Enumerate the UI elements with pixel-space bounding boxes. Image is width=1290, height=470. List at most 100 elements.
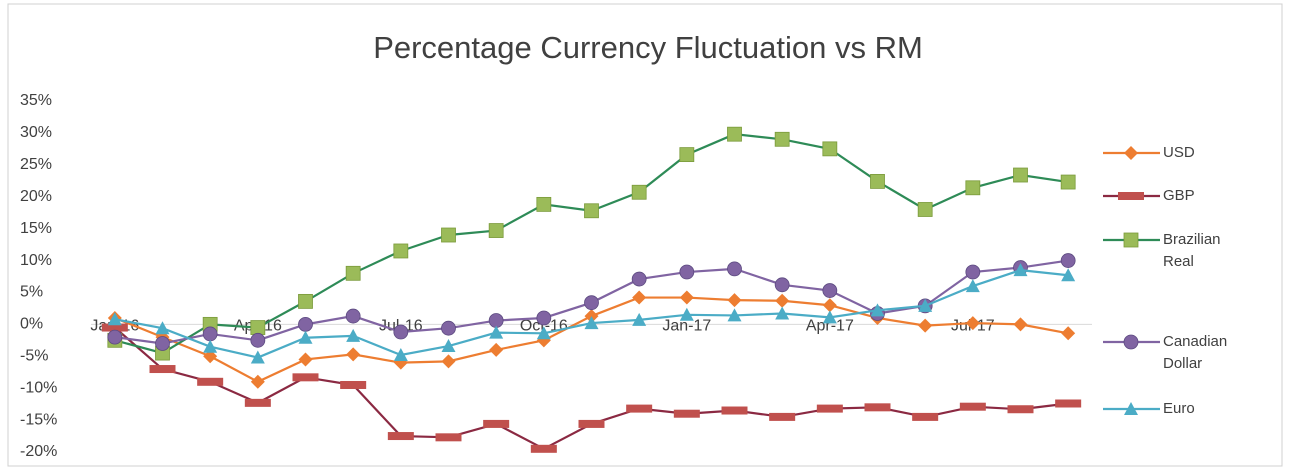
marker	[679, 307, 694, 321]
marker	[673, 409, 700, 418]
marker	[816, 404, 843, 413]
marker	[441, 339, 456, 353]
y-tick-label: 0%	[20, 316, 43, 333]
legend-label: Canadian Dollar	[1163, 333, 1228, 372]
marker	[1007, 405, 1034, 414]
marker	[632, 312, 647, 326]
legend-marker	[1124, 402, 1138, 415]
marker	[393, 243, 409, 259]
marker	[727, 293, 742, 308]
marker	[155, 336, 170, 351]
marker	[250, 320, 266, 335]
marker	[346, 328, 361, 342]
marker	[870, 303, 885, 317]
marker	[822, 283, 838, 298]
y-tick-label: 30%	[20, 124, 52, 141]
marker	[244, 398, 271, 407]
marker	[298, 352, 313, 367]
marker	[965, 316, 980, 331]
y-tick-label: 5%	[20, 284, 43, 301]
marker	[393, 347, 408, 361]
marker	[965, 264, 981, 280]
marker	[727, 126, 742, 142]
marker	[107, 329, 123, 345]
marker	[155, 321, 170, 335]
marker	[488, 313, 504, 328]
legend-label: Euro	[1163, 400, 1195, 417]
marker	[530, 444, 557, 453]
legend-marker	[1124, 146, 1138, 160]
marker	[387, 432, 414, 441]
y-tick-label: 35%	[20, 92, 52, 109]
marker	[918, 298, 933, 312]
legend-marker	[1123, 334, 1139, 350]
marker	[1013, 167, 1028, 183]
marker	[250, 350, 265, 364]
marker	[298, 293, 313, 309]
marker	[918, 318, 933, 333]
legend-marker	[1118, 192, 1144, 200]
marker	[965, 180, 981, 196]
marker	[774, 131, 790, 147]
marker	[578, 419, 605, 428]
marker	[631, 184, 647, 200]
x-tick-label: Jan-17	[662, 318, 711, 335]
marker	[1060, 174, 1076, 190]
marker	[822, 310, 837, 324]
marker	[870, 174, 885, 189]
marker	[626, 404, 653, 413]
marker	[101, 323, 128, 332]
marker	[775, 293, 790, 308]
chart-title: Percentage Currency Fluctuation vs RM	[373, 30, 923, 65]
marker	[769, 412, 796, 421]
legend-label: USD	[1163, 144, 1195, 161]
marker	[345, 265, 361, 281]
marker	[1013, 317, 1028, 332]
marker	[536, 326, 551, 340]
marker	[1060, 253, 1076, 268]
legend-label: Brazilian Real	[1163, 231, 1221, 270]
marker	[1055, 399, 1082, 408]
y-tick-label: 10%	[20, 252, 52, 269]
y-tick-label: 15%	[20, 220, 52, 237]
marker	[584, 203, 599, 219]
marker	[393, 324, 409, 340]
marker	[441, 320, 456, 336]
marker	[775, 306, 790, 320]
marker	[536, 310, 552, 326]
marker	[774, 277, 790, 293]
marker	[435, 433, 462, 442]
legend-label: GBP	[1163, 187, 1195, 204]
marker	[584, 309, 599, 324]
marker	[721, 406, 748, 415]
y-tick-label: -10%	[20, 379, 57, 396]
marker	[1061, 268, 1076, 282]
marker	[298, 330, 313, 344]
marker	[679, 147, 695, 163]
marker	[250, 332, 266, 348]
marker	[203, 339, 218, 353]
marker	[584, 295, 599, 311]
marker	[584, 316, 599, 330]
marker	[489, 325, 504, 339]
marker	[864, 403, 891, 412]
y-tick-label: -20%	[20, 443, 57, 460]
marker	[345, 308, 361, 324]
marker	[488, 223, 504, 238]
marker	[679, 264, 695, 280]
marker	[149, 365, 176, 374]
marker	[489, 342, 504, 357]
marker	[536, 196, 552, 212]
y-tick-label: 25%	[20, 156, 52, 173]
marker	[441, 227, 456, 243]
marker	[1013, 263, 1028, 277]
marker	[346, 347, 361, 362]
y-tick-label: -5%	[20, 347, 48, 364]
marker	[959, 402, 986, 411]
marker	[203, 349, 218, 364]
marker	[107, 312, 122, 326]
marker	[822, 141, 838, 157]
marker	[483, 419, 510, 428]
marker	[441, 354, 456, 369]
